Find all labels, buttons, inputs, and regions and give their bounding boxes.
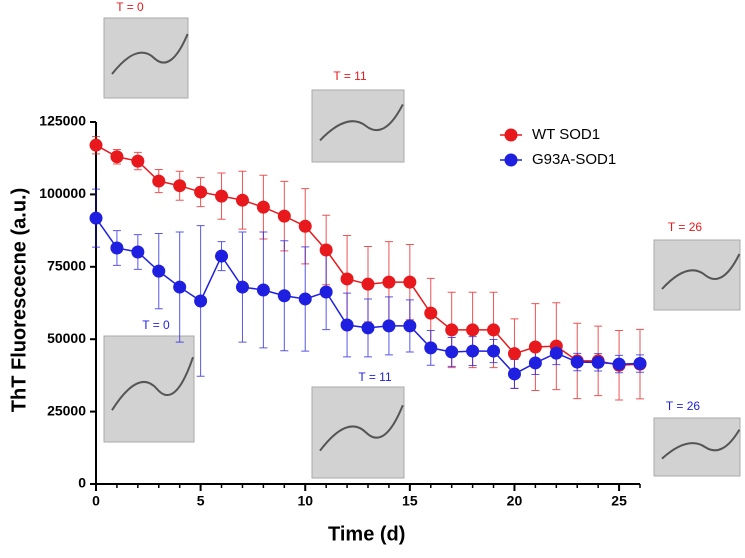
data-point: [110, 150, 124, 164]
data-point: [319, 243, 333, 257]
data-point: [361, 277, 375, 291]
data-point: [235, 280, 249, 294]
legend-label: G93A-SOD1: [532, 151, 616, 168]
data-point: [528, 340, 542, 354]
inset-image: [311, 89, 405, 163]
data-point: [403, 319, 417, 333]
data-point: [131, 245, 145, 259]
data-point: [424, 306, 438, 320]
data-point: [340, 272, 354, 286]
data-point: [445, 345, 459, 359]
inset-image: [311, 386, 405, 479]
y-tick-label: 125000: [39, 113, 86, 129]
y-tick-label: 50000: [47, 330, 86, 346]
data-point: [549, 346, 563, 360]
data-point: [256, 200, 270, 214]
inset-texture: [661, 429, 741, 460]
data-point: [466, 323, 480, 337]
data-point: [633, 357, 647, 371]
inset-texture: [111, 33, 189, 75]
legend-marker: [504, 128, 518, 142]
inset-texture: [661, 253, 741, 290]
inset-image: [103, 335, 195, 443]
data-point: [466, 344, 480, 358]
data-point: [298, 219, 312, 233]
x-tick-label: 20: [507, 493, 523, 509]
data-point: [256, 283, 270, 297]
x-axis-title: Time (d): [328, 523, 405, 545]
inset-label: T = 0: [142, 318, 170, 332]
data-point: [89, 138, 103, 152]
data-point: [570, 355, 584, 369]
data-point: [277, 209, 291, 223]
data-point: [89, 211, 103, 225]
data-point: [445, 323, 459, 337]
y-tick-label: 100000: [39, 185, 86, 201]
data-point: [591, 355, 605, 369]
data-point: [319, 285, 333, 299]
inset-label: T = 11: [333, 69, 367, 83]
data-point: [215, 249, 229, 263]
data-point: [152, 264, 166, 278]
data-point: [487, 344, 501, 358]
data-point: [424, 341, 438, 355]
inset-label: T = 0: [116, 0, 144, 14]
y-tick-label: 25000: [47, 402, 86, 418]
x-tick-label: 5: [197, 493, 205, 509]
data-point: [131, 154, 145, 168]
data-point: [403, 275, 417, 289]
data-point: [528, 356, 542, 370]
data-point: [152, 174, 166, 188]
data-point: [194, 185, 208, 199]
inset-image: [103, 17, 189, 99]
data-point: [110, 241, 124, 255]
data-point: [612, 357, 626, 371]
x-tick-label: 0: [92, 493, 100, 509]
x-tick-label: 25: [611, 493, 627, 509]
inset-label: T = 26: [666, 399, 700, 413]
inset-image: [653, 239, 741, 311]
data-point: [173, 280, 187, 294]
x-tick-label: 10: [297, 493, 313, 509]
y-tick-label: 0: [78, 475, 86, 491]
data-point: [173, 179, 187, 193]
data-point: [361, 321, 375, 335]
data-point: [298, 292, 312, 306]
data-point: [277, 289, 291, 303]
data-point: [215, 189, 229, 203]
data-point: [340, 318, 354, 332]
inset-label: T = 11: [358, 370, 392, 384]
data-point: [194, 294, 208, 308]
data-point: [382, 275, 396, 289]
x-tick-label: 15: [402, 493, 418, 509]
inset-texture: [111, 356, 194, 411]
inset-texture: [319, 404, 404, 452]
y-tick-label: 75000: [47, 258, 86, 274]
legend-label: WT SOD1: [532, 126, 600, 143]
inset-image: [653, 417, 741, 477]
y-axis-title: ThT Fluorescecne (a.u.): [8, 188, 30, 412]
data-point: [487, 323, 501, 337]
data-point: [507, 367, 521, 381]
legend-marker: [504, 153, 518, 167]
inset-texture: [319, 103, 404, 142]
data-point: [235, 193, 249, 207]
data-point: [382, 319, 396, 333]
data-point: [507, 347, 521, 361]
inset-label: T = 26: [668, 220, 702, 234]
